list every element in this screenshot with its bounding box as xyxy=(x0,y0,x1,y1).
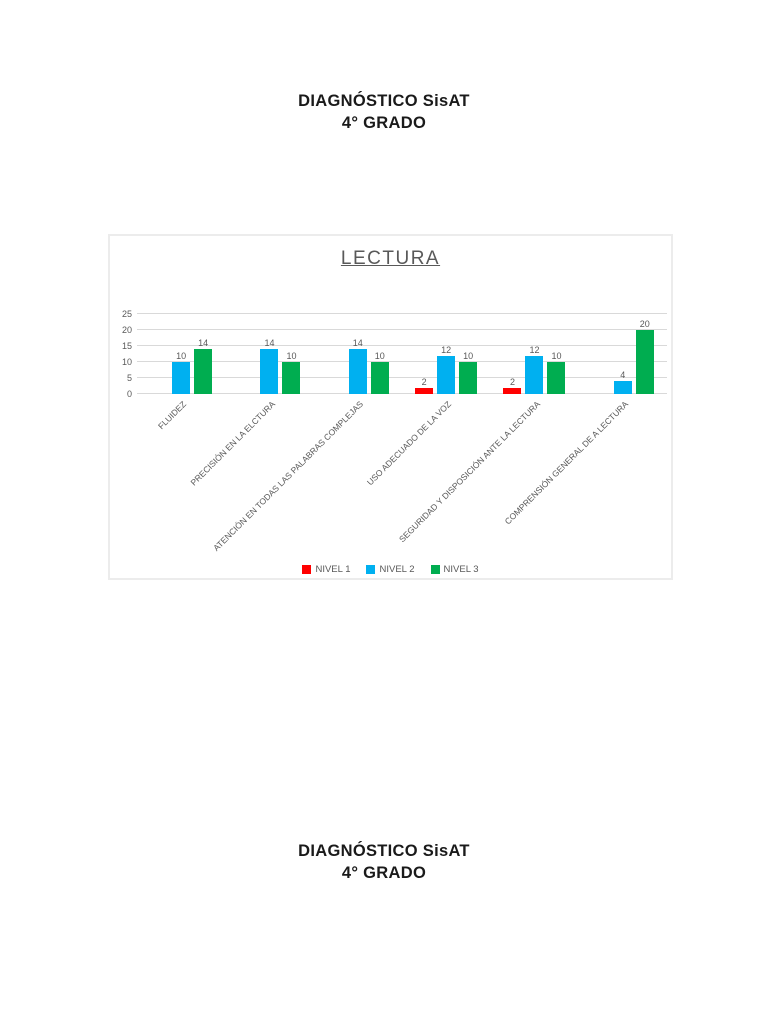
gridline xyxy=(137,393,667,394)
legend-label: NIVEL 2 xyxy=(379,564,415,575)
category-label: FLUIDEZ xyxy=(156,399,189,432)
bar-slot xyxy=(150,393,168,394)
legend-item: NIVEL 2 xyxy=(366,564,415,575)
bar-nivel-2 xyxy=(613,381,632,394)
bar-slot: 14 xyxy=(260,338,279,394)
bar-value-label: 10 xyxy=(551,351,562,361)
gridline xyxy=(137,377,667,378)
legend-item: NIVEL 3 xyxy=(430,564,479,575)
bar-groups: 10 14 14 10 14 10 2 12 10 2 12 10 4 20 xyxy=(137,314,667,394)
bar-value-label: 2 xyxy=(421,376,427,387)
bar-slot: 10 xyxy=(282,351,301,394)
bar-group: 10 14 xyxy=(137,314,225,394)
bar-nivel-2 xyxy=(348,349,367,394)
bar-nivel-3 xyxy=(370,362,389,394)
bar-value-label: 10 xyxy=(374,351,385,361)
bar-group: 14 10 xyxy=(225,314,313,394)
doc-title-line2: 4° GRADO xyxy=(341,864,427,882)
bar-slot xyxy=(238,393,256,394)
legend-item: NIVEL 1 xyxy=(302,564,350,575)
legend-swatch-nivel-3 xyxy=(430,565,440,574)
bar-group: 14 10 xyxy=(314,314,402,394)
document-title-top: DIAGNÓSTICO SisAT 4° GRADO xyxy=(0,90,768,134)
bar-value-label: 10 xyxy=(463,351,474,361)
bar-slot: 4 xyxy=(613,370,632,394)
bar-nivel-3 xyxy=(635,330,654,394)
bar-slot xyxy=(327,393,345,394)
bar-nivel-3 xyxy=(547,362,566,394)
category-label: COMPRENSIÓN GENERAL DE A LECTURA xyxy=(502,399,630,527)
bar-slot: 2 xyxy=(415,376,434,394)
bar-group: 4 20 xyxy=(579,314,667,394)
bar-value-label: 10 xyxy=(286,351,297,361)
legend-label: NIVEL 1 xyxy=(315,564,351,575)
bar-slot: 20 xyxy=(635,319,654,394)
bar-slot: 2 xyxy=(503,376,522,394)
doc-title-line2: 4° GRADO xyxy=(341,114,427,132)
bar-nivel-2 xyxy=(260,349,279,394)
bar-slot: 12 xyxy=(437,344,456,394)
bar-value-label: 14 xyxy=(352,338,363,349)
legend: NIVEL 1 NIVEL 2 NIVEL 3 xyxy=(110,564,671,575)
bar-nivel-3 xyxy=(282,362,301,394)
bar-nivel-3 xyxy=(459,362,478,394)
bar-value-label: 12 xyxy=(529,344,540,355)
category-label: ATENCIÓN EN TODAS LAS PALABRAS COMPLEJAS xyxy=(210,399,365,553)
legend-swatch-nivel-1 xyxy=(302,565,312,574)
bar-slot xyxy=(592,393,610,394)
legend-swatch-nivel-2 xyxy=(366,565,376,574)
category-label: PRECISIÓN EN LA ELCTURA xyxy=(187,399,277,488)
legend-label: NIVEL 3 xyxy=(443,564,479,575)
bar-slot: 10 xyxy=(547,351,566,394)
document-title-bottom: DIAGNÓSTICO SisAT 4° GRADO xyxy=(0,840,768,884)
gridline xyxy=(137,313,667,314)
gridline xyxy=(137,345,667,346)
y-tick-label: 10 xyxy=(121,357,132,367)
bar-value-label: 12 xyxy=(441,344,452,355)
y-tick-label: 5 xyxy=(126,373,132,383)
bar-nivel-2 xyxy=(525,355,544,394)
plot-area: 0 5 10 15 20 25 10 14 14 10 14 10 2 12 10 2 12 10 4 20 FLU… xyxy=(122,309,667,553)
bar-slot: 14 xyxy=(348,338,367,394)
y-tick-label: 20 xyxy=(121,325,132,335)
bar-slot: 10 xyxy=(172,351,191,394)
bar-nivel-2 xyxy=(437,355,456,394)
bar-value-label: 4 xyxy=(620,370,626,381)
doc-title-line1: DIAGNÓSTICO SisAT xyxy=(298,842,470,860)
bar-value-label: 20 xyxy=(639,319,650,329)
category-label: SEGURIDAD Y DISPOSICIÓN ANTE LA LECTURA xyxy=(396,399,542,545)
bar-value-label: 10 xyxy=(176,351,187,361)
bar-nivel-2 xyxy=(172,362,191,394)
bar-slot: 10 xyxy=(370,351,389,394)
bar-value-label: 14 xyxy=(264,338,275,349)
y-tick-label: 15 xyxy=(121,341,132,351)
chart-container: LECTURA 0 5 10 15 20 25 10 14 14 10 14 10 2 12 10 2 12 1… xyxy=(108,234,673,580)
gridline xyxy=(137,361,667,362)
bar-group: 2 12 10 xyxy=(490,314,578,394)
bar-nivel-3 xyxy=(194,349,213,394)
bar-group: 2 12 10 xyxy=(402,314,490,394)
gridline xyxy=(137,329,667,330)
bar-nivel-1 xyxy=(415,387,434,394)
y-tick-label: 25 xyxy=(121,309,132,319)
bar-value-label: 14 xyxy=(198,338,209,349)
bar-slot: 14 xyxy=(194,338,213,394)
category-label: USO ADECUADO DE LA VOZ xyxy=(364,399,454,488)
bar-nivel-1 xyxy=(503,387,522,394)
bar-slot: 10 xyxy=(459,351,478,394)
y-tick-label: 0 xyxy=(126,389,132,399)
bar-value-label: 2 xyxy=(509,376,515,387)
bar-slot: 12 xyxy=(525,344,544,394)
doc-title-line1: DIAGNÓSTICO SisAT xyxy=(298,92,470,110)
chart-title: LECTURA xyxy=(340,248,441,269)
